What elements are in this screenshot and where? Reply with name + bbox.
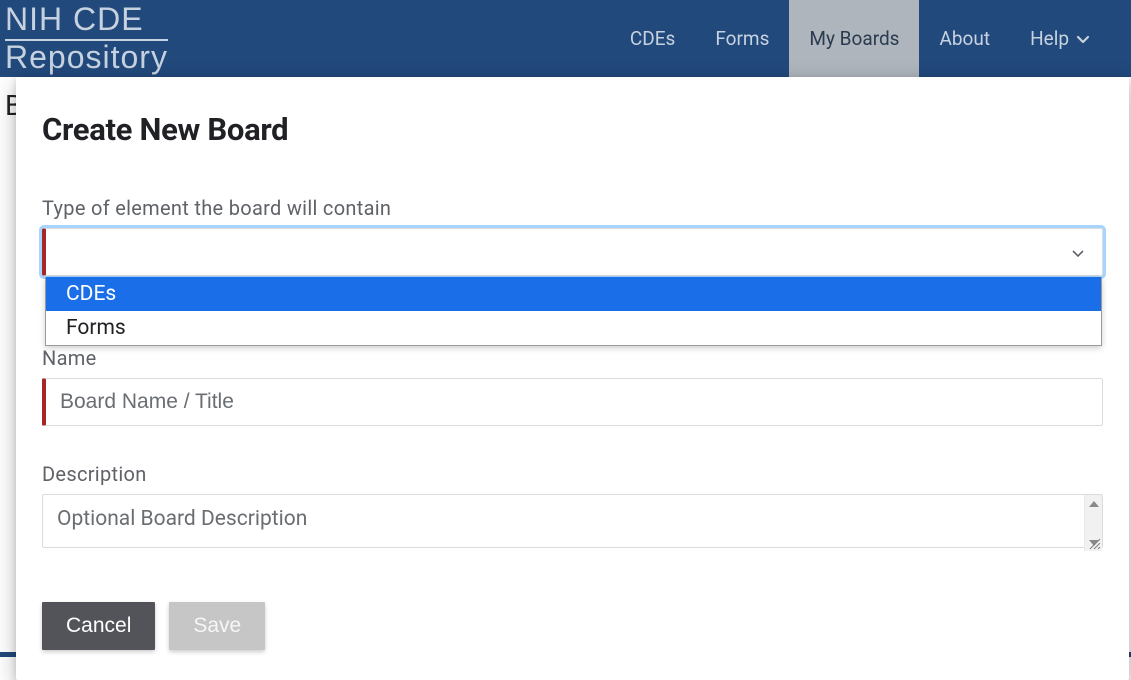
nav-item-help[interactable]: Help — [1010, 0, 1111, 77]
name-field-wrapper: Name — [42, 346, 1103, 426]
option-label: Forms — [66, 316, 126, 340]
nav-label: CDEs — [630, 27, 675, 50]
cancel-button-label: Cancel — [66, 614, 131, 637]
cancel-button[interactable]: Cancel — [42, 602, 155, 650]
create-board-modal: Create New Board Type of element the boa… — [16, 77, 1129, 680]
save-button-label: Save — [193, 614, 241, 637]
type-select-wrapper: CDEs Forms — [42, 228, 1103, 276]
board-description-input[interactable] — [42, 494, 1103, 548]
type-option-cdes[interactable]: CDEs — [46, 277, 1101, 311]
scroll-up-icon[interactable] — [1085, 495, 1102, 512]
main-nav: CDEs Forms My Boards About Help — [610, 0, 1111, 77]
option-label: CDEs — [66, 282, 116, 306]
description-wrapper — [42, 494, 1103, 552]
nav-item-about[interactable]: About — [919, 0, 1010, 77]
app-header: NIH CDE Repository CDEs Forms My Boards … — [0, 0, 1131, 77]
brand-logo[interactable]: NIH CDE Repository — [5, 3, 168, 74]
type-select[interactable] — [42, 228, 1103, 276]
nav-label: My Boards — [809, 27, 899, 50]
nav-item-cdes[interactable]: CDEs — [610, 0, 695, 77]
nav-label: About — [939, 27, 990, 50]
save-button[interactable]: Save — [169, 602, 265, 650]
nav-label: Forms — [715, 27, 769, 50]
name-field-label: Name — [42, 346, 1103, 370]
type-dropdown: CDEs Forms — [45, 277, 1102, 346]
board-name-input[interactable] — [42, 378, 1103, 426]
type-option-forms[interactable]: Forms — [46, 311, 1101, 345]
nav-label: Help — [1030, 27, 1069, 50]
resize-handle-icon[interactable] — [1089, 538, 1101, 550]
nav-item-forms[interactable]: Forms — [695, 0, 789, 77]
brand-line2: Repository — [5, 41, 168, 75]
modal-actions: Cancel Save — [42, 602, 1103, 650]
description-field-label: Description — [42, 462, 1103, 486]
type-field-label: Type of element the board will contain — [42, 196, 1103, 220]
chevron-down-icon — [1075, 31, 1091, 47]
brand-line1: NIH CDE — [5, 3, 168, 41]
nav-item-my-boards[interactable]: My Boards — [789, 0, 919, 77]
modal-title: Create New Board — [42, 111, 1103, 148]
